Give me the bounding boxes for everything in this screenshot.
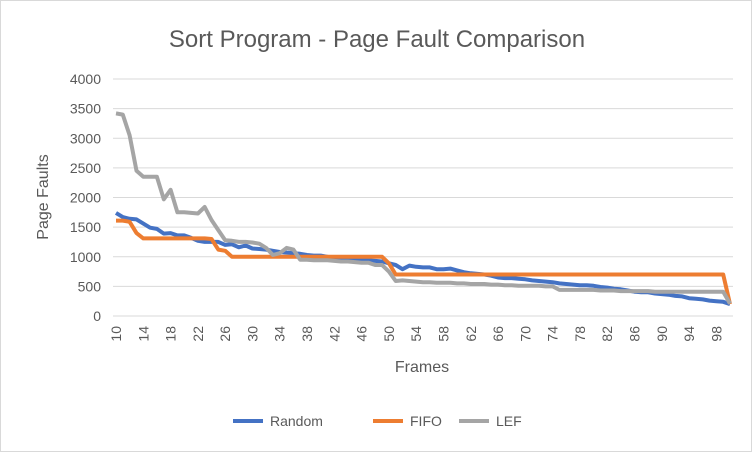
y-tick-label: 4000 xyxy=(70,71,101,87)
x-tick-label: 70 xyxy=(517,326,533,342)
x-tick-label: 38 xyxy=(299,326,315,342)
x-tick-label: 74 xyxy=(545,326,561,342)
legend-item-random: Random xyxy=(233,413,323,429)
x-tick-label: 54 xyxy=(408,326,424,342)
x-tick-label: 78 xyxy=(572,326,588,342)
legend: Random FIFO LEF xyxy=(233,413,522,429)
x-tick-label: 66 xyxy=(490,326,506,342)
x-tick-label: 90 xyxy=(654,326,670,342)
y-tick-label: 3500 xyxy=(70,101,101,117)
legend-label: FIFO xyxy=(410,413,442,429)
y-tick-label: 1000 xyxy=(70,249,101,265)
x-tick-label: 26 xyxy=(217,326,233,342)
y-tick-label: 2500 xyxy=(70,160,101,176)
x-tick-label: 58 xyxy=(435,326,451,342)
x-tick-label: 86 xyxy=(626,326,642,342)
x-tick-label: 30 xyxy=(244,326,260,342)
y-axis: 0 500 1000 1500 2000 2500 3000 3500 4000 xyxy=(70,71,101,324)
x-tick-label: 10 xyxy=(108,326,124,342)
x-tick-label: 34 xyxy=(272,326,288,342)
x-tick-label: 94 xyxy=(681,326,697,342)
y-tick-label: 2000 xyxy=(70,190,101,206)
x-tick-label: 18 xyxy=(163,326,179,342)
y-tick-label: 3000 xyxy=(70,130,101,146)
x-tick-label: 62 xyxy=(463,326,479,342)
plot-series xyxy=(114,111,732,306)
chart-title: Sort Program - Page Fault Comparison xyxy=(169,26,585,53)
x-tick-label: 82 xyxy=(599,326,615,342)
y-tick-label: 500 xyxy=(78,278,102,294)
x-tick-label: 46 xyxy=(354,326,370,342)
x-axis-title: Frames xyxy=(395,359,449,376)
x-tick-label: 22 xyxy=(190,326,206,342)
x-tick-label: 98 xyxy=(708,326,724,342)
legend-item-lef: LEF xyxy=(459,413,522,429)
series-line-fifo xyxy=(116,218,732,305)
legend-label: LEF xyxy=(496,413,522,429)
x-axis: 10 14 18 22 26 30 34 38 42 46 50 54 58 62 66 70 74 78 82 86… xyxy=(108,326,724,342)
x-tick-label: 50 xyxy=(381,326,397,342)
y-axis-title: Page Faults xyxy=(35,154,52,239)
x-tick-label: 14 xyxy=(135,326,151,342)
legend-label: Random xyxy=(270,413,323,429)
legend-item-fifo: FIFO xyxy=(373,413,442,429)
y-tick-label: 1500 xyxy=(70,219,101,235)
x-tick-label: 42 xyxy=(326,326,342,342)
series-line-lef xyxy=(115,111,732,305)
y-tick-label: 0 xyxy=(93,308,101,324)
